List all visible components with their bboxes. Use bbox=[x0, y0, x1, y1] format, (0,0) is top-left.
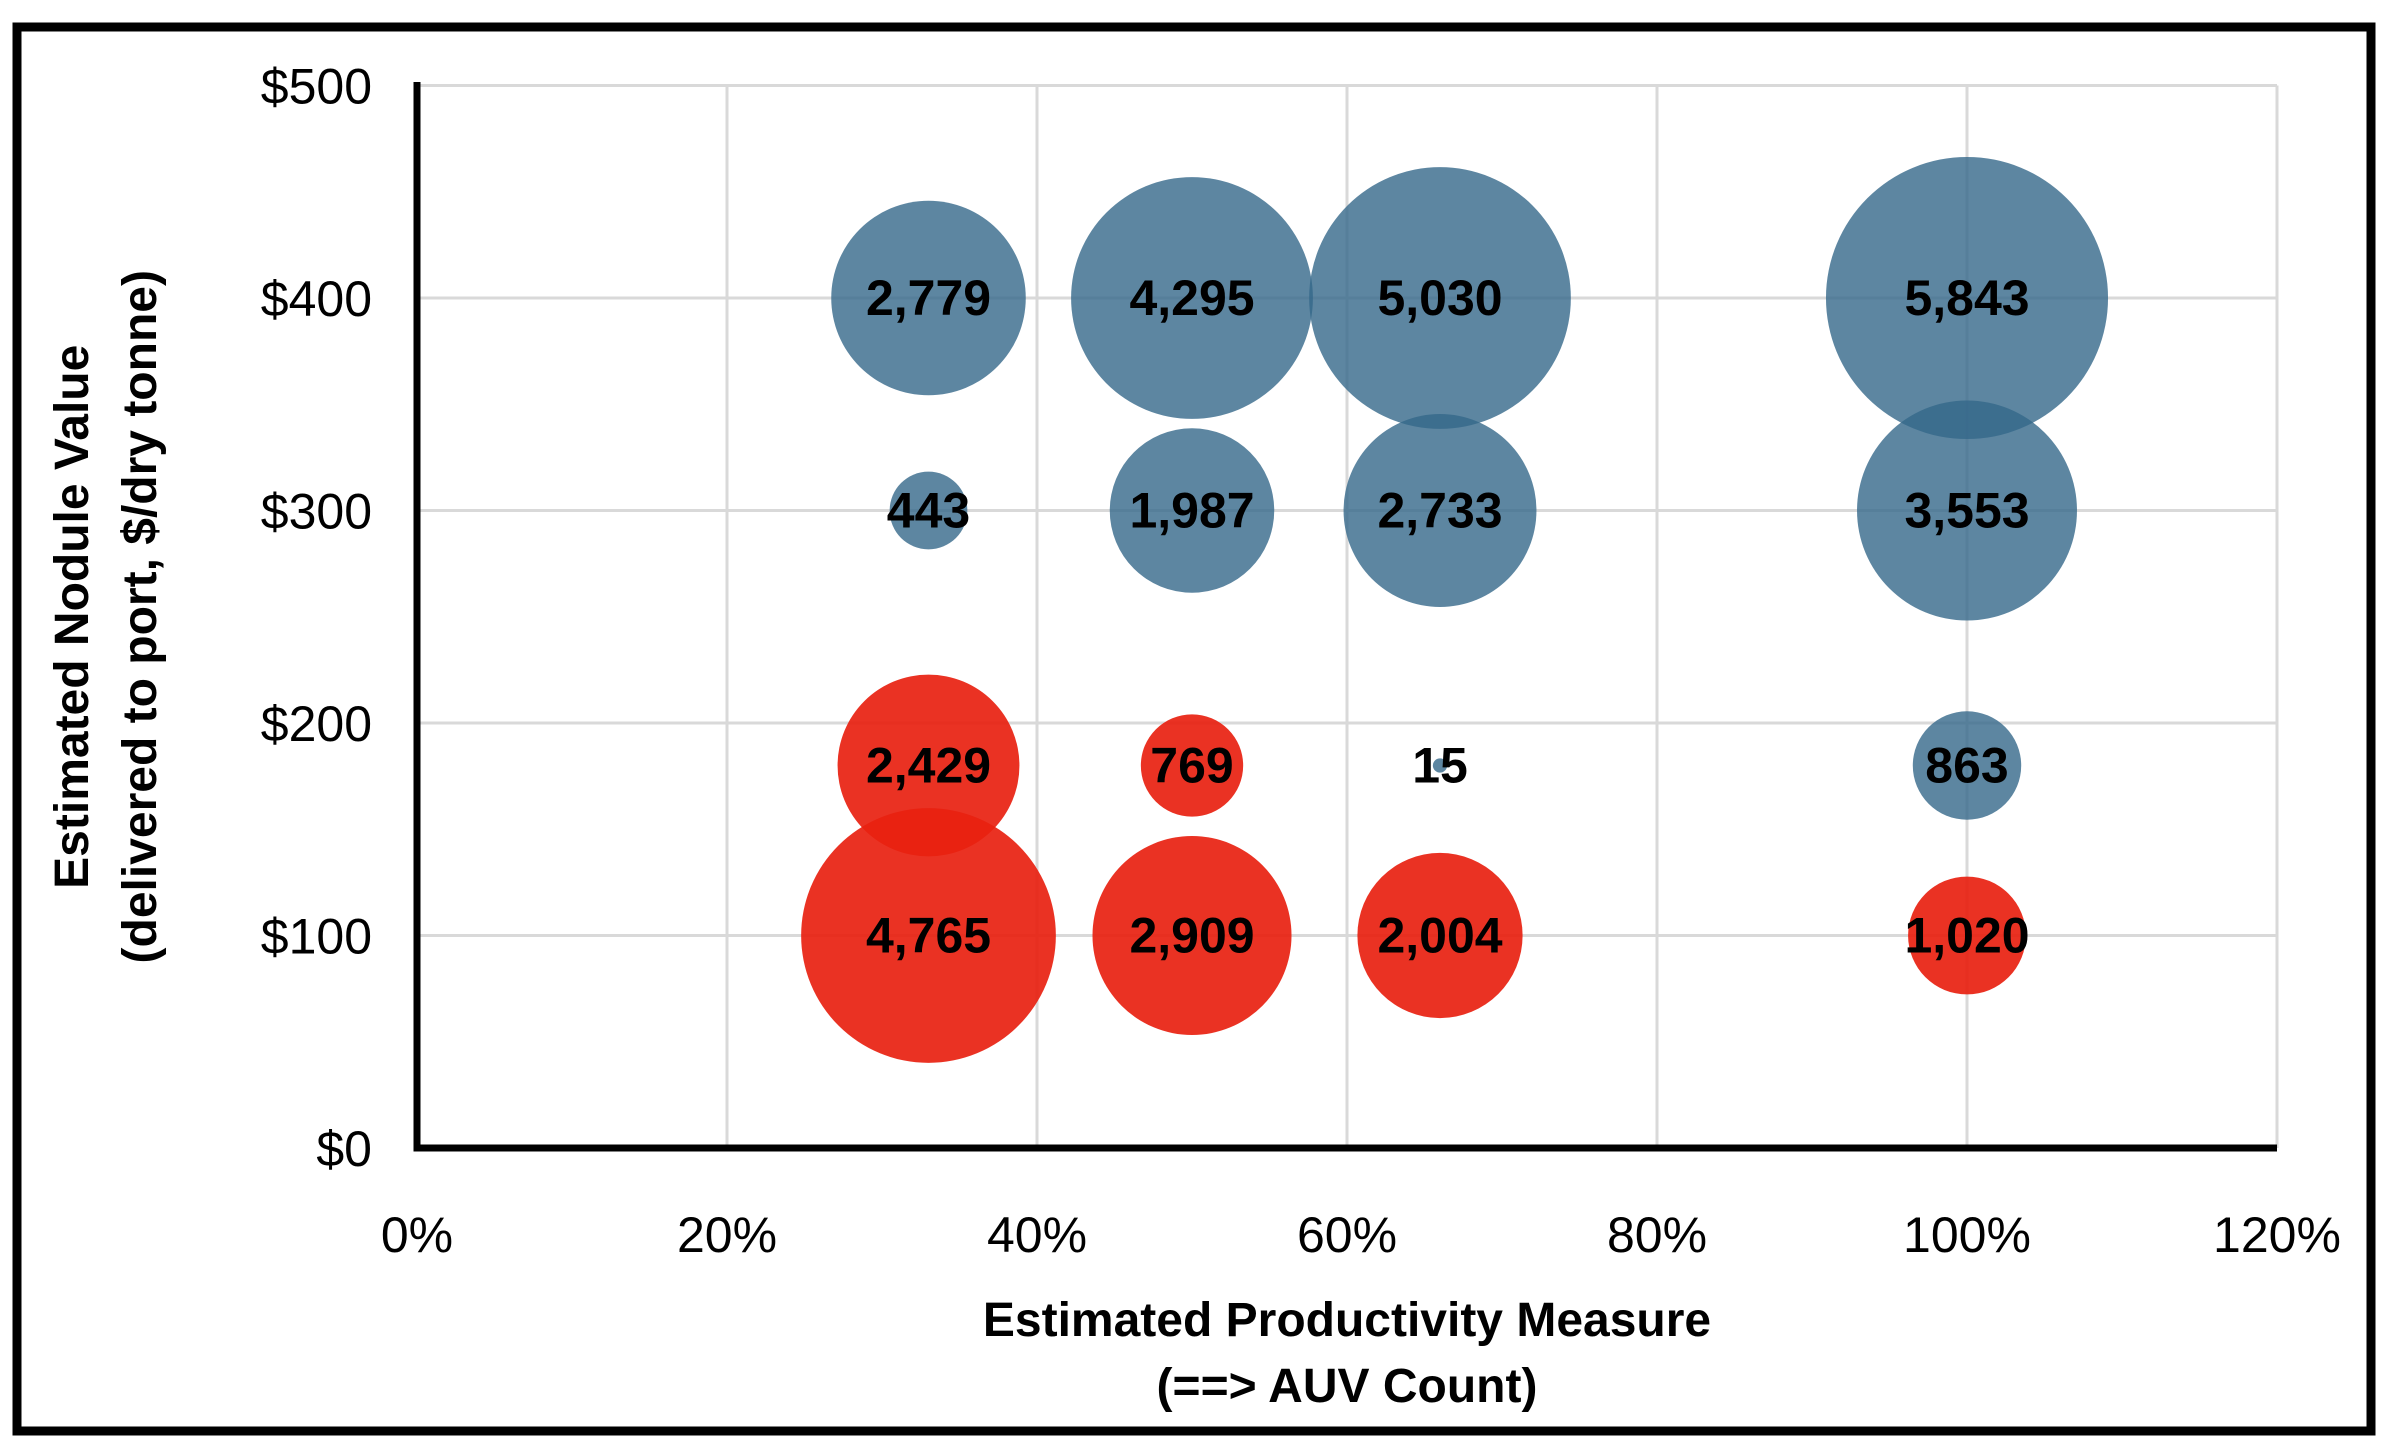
y-tick-label-0: $0 bbox=[316, 1121, 372, 1177]
x-tick-label-100: 100% bbox=[1903, 1207, 2031, 1263]
bubble-label-blue-5: 1,987 bbox=[1129, 483, 1254, 539]
bubble-label-blue-7: 3,553 bbox=[1904, 483, 2029, 539]
y-tick-label-200: $200 bbox=[261, 696, 372, 752]
y-axis-title-line1: Estimated Nodule Value bbox=[46, 345, 99, 889]
x-tick-label-40: 40% bbox=[987, 1207, 1087, 1263]
bubble-label-blue-4: 443 bbox=[887, 483, 970, 539]
bubble-label-red-1: 769 bbox=[1150, 738, 1233, 794]
x-tick-label-80: 80% bbox=[1607, 1207, 1707, 1263]
bubble-label-blue-0: 2,779 bbox=[866, 270, 991, 326]
bubble-label-blue-1: 4,295 bbox=[1129, 270, 1254, 326]
bubble-blue-6 bbox=[1343, 414, 1537, 607]
bubble-blue-2 bbox=[1309, 167, 1571, 429]
bubble-label-red-0: 2,429 bbox=[866, 738, 991, 794]
bubble-red-5 bbox=[1908, 876, 2026, 995]
x-tick-label-0: 0% bbox=[381, 1207, 453, 1263]
bubble-blue-9 bbox=[1912, 711, 2022, 820]
bubble-label-blue-6: 2,733 bbox=[1377, 483, 1502, 539]
y-tick-label-100: $100 bbox=[261, 909, 372, 965]
bubble-blue-4 bbox=[889, 471, 968, 550]
y-tick-label-300: $300 bbox=[261, 484, 372, 540]
bubble-label-blue-3: 5,843 bbox=[1904, 270, 2029, 326]
bubble-blue-8 bbox=[1432, 758, 1448, 773]
bubble-red-2 bbox=[801, 808, 1056, 1063]
bubble-label-red-4: 2,004 bbox=[1377, 908, 1502, 964]
bubble-label-blue-9: 863 bbox=[1925, 738, 2008, 794]
bubble-red-0 bbox=[837, 674, 1020, 857]
bubble-label-red-2: 4,765 bbox=[866, 908, 991, 964]
figure-border bbox=[12, 22, 2376, 1436]
bubble-label-red-3: 2,909 bbox=[1129, 908, 1254, 964]
x-tick-label-20: 20% bbox=[677, 1207, 777, 1263]
bubble-blue-0 bbox=[831, 200, 1026, 396]
bubble-red-1 bbox=[1140, 714, 1244, 817]
x-tick-label-60: 60% bbox=[1297, 1207, 1397, 1263]
bubble-red-4 bbox=[1357, 852, 1523, 1019]
x-tick-label-120: 120% bbox=[2213, 1207, 2341, 1263]
bubble-blue-5 bbox=[1109, 428, 1275, 593]
y-tick-label-400: $400 bbox=[261, 271, 372, 327]
bubble-red-3 bbox=[1092, 835, 1292, 1036]
y-axis-title-line2: (delivered to port, $/dry tonne) bbox=[114, 270, 167, 963]
x-axis-title-line2: (==> AUV Count) bbox=[1157, 1360, 1538, 1413]
bubble-blue-7 bbox=[1857, 400, 2077, 621]
bubble-blue-1 bbox=[1071, 177, 1313, 419]
bubble-label-blue-2: 5,030 bbox=[1377, 270, 1502, 326]
y-tick-label-500: $500 bbox=[261, 59, 372, 115]
x-axis-title-line1: Estimated Productivity Measure bbox=[983, 1294, 1711, 1347]
bubble-blue-3 bbox=[1825, 156, 2109, 440]
bubble-label-red-5: 1,020 bbox=[1904, 908, 2029, 964]
bubble-label-blue-8: 15 bbox=[1412, 738, 1468, 794]
